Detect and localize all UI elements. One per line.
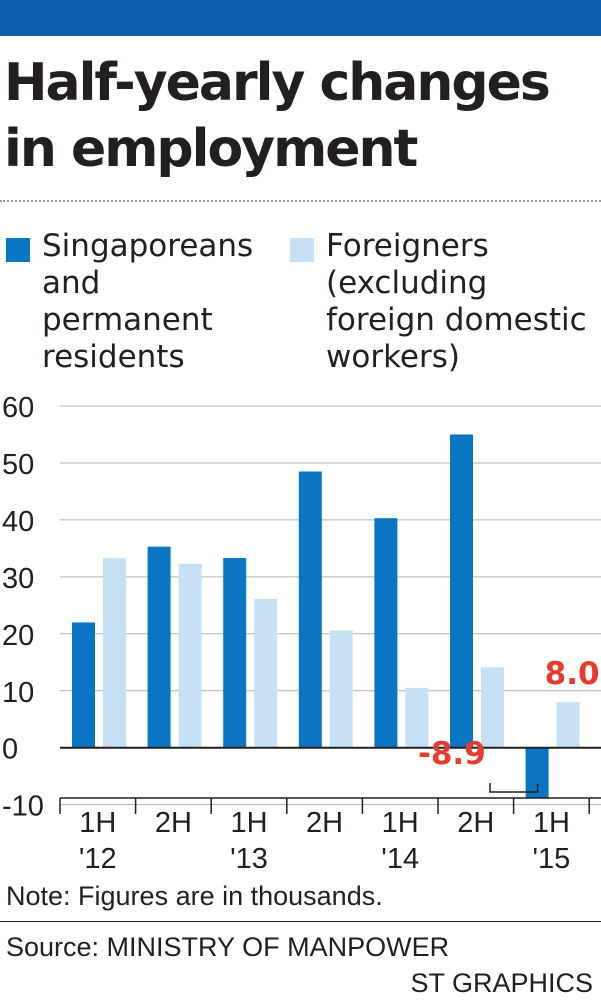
chart-title: Half-yearly changes in employment	[4, 53, 551, 179]
x-tick-label: 1H	[230, 807, 267, 839]
data-label-residents-1h-15: -8.9	[418, 736, 486, 772]
y-tick-label: 30	[2, 563, 34, 595]
bar-residents-0	[72, 622, 95, 748]
bar-chart: 60 50 40 30 20 10 0 -10 1H '12 2H 1H '13 2H 1H '14 2H 1H '…	[2, 392, 601, 875]
legend-swatch-residents	[6, 238, 30, 262]
bar-residents-6	[525, 747, 549, 799]
x-tick-label: 1H	[533, 807, 570, 839]
header-accent-bar	[0, 0, 601, 36]
y-tick-label: 50	[2, 449, 34, 481]
source-rule	[0, 921, 601, 922]
leader-line	[489, 783, 539, 793]
credit-text: ST GRAPHICS	[410, 968, 593, 998]
y-tick-label: 40	[2, 506, 34, 538]
bar-foreigners-0	[103, 558, 126, 748]
labels: 60 50 40 30 20 10 0 -10 1H '12 2H 1H '13 2H 1H '14 2H 1H '…	[2, 392, 600, 875]
y-tick-label: 60	[2, 392, 34, 424]
bar-residents-5	[450, 434, 473, 748]
bar-foreigners-4	[405, 687, 429, 748]
x-tick-label: 2H	[457, 807, 494, 839]
bar-residents-3	[298, 471, 322, 748]
header-divider	[0, 200, 601, 202]
source-text: Source: MINISTRY OF MANPOWER	[6, 932, 450, 962]
x-tick-label: '15	[533, 843, 571, 875]
bar-residents-2	[223, 558, 247, 748]
bar-foreigners-6	[556, 702, 580, 748]
x-tick-label: '12	[79, 843, 117, 875]
y-tick-label: 20	[2, 620, 34, 652]
bar-foreigners-3	[329, 630, 353, 748]
axes	[59, 746, 601, 814]
y-tick-label: -10	[2, 791, 44, 823]
footnote: Note: Figures are in thousands.	[6, 881, 383, 911]
bar-foreigners-1	[178, 563, 202, 748]
x-tick-label: 2H	[155, 807, 192, 839]
bar-foreigners-2	[254, 599, 278, 748]
bar-foreigners-5	[481, 667, 504, 748]
x-tick-label: 1H	[79, 807, 116, 839]
y-tick-label: 0	[2, 734, 18, 766]
x-tick-label: '14	[381, 843, 419, 875]
data-label-foreigners-1h-15: 8.0	[545, 656, 600, 692]
legend-swatch-foreigners	[290, 238, 314, 262]
bar-residents-1	[147, 546, 171, 748]
bar-residents-4	[374, 518, 398, 748]
x-tick-label: '13	[230, 843, 268, 875]
x-tick-label: 2H	[306, 807, 343, 839]
x-tick-label: 1H	[382, 807, 419, 839]
bars	[72, 434, 580, 799]
legend-label-residents: Singaporeans and permanent residents	[42, 228, 254, 375]
y-tick-label: 10	[2, 677, 34, 709]
legend-label-foreigners: Foreigners (excluding foreign domestic w…	[326, 228, 587, 375]
